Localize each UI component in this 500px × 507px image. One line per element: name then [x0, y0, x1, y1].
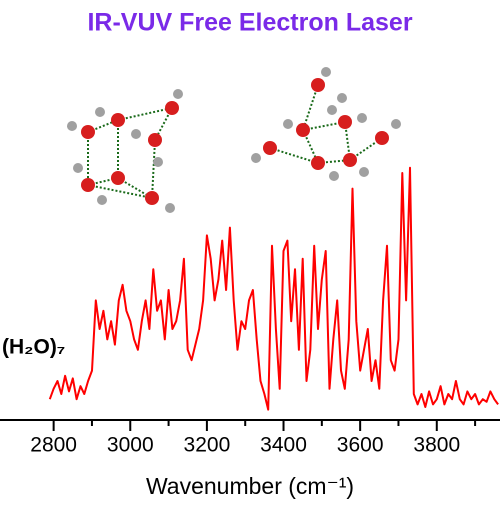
x-tick-label: 3400 [260, 434, 307, 457]
x-tick-label: 3200 [184, 434, 231, 457]
x-tick-label: 2800 [30, 434, 77, 457]
atoms [67, 67, 401, 213]
spectrum-line [48, 166, 499, 411]
molecule-left [87, 84, 383, 199]
x-tick-label: 3800 [413, 434, 460, 457]
annotation: (H₂O)₇ [2, 336, 65, 359]
x-tick-label: 3600 [337, 434, 384, 457]
chart-title: IR-VUV Free Electron Laser [87, 9, 412, 37]
x-tick-label: 3000 [107, 434, 154, 457]
x-axis-label: Wavenumber (cm⁻¹) [146, 473, 354, 499]
